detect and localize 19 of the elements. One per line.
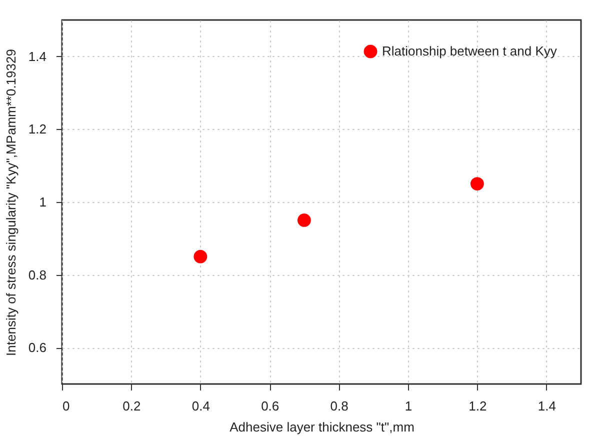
y-tick-label: 0.8 — [28, 267, 46, 282]
x-axis-title: Adhesive layer thickness "t",mm — [230, 420, 414, 434]
x-tick-label: 1.2 — [468, 398, 487, 414]
x-tick-label: 0.4 — [192, 398, 210, 414]
y-tick-label: 1.2 — [28, 122, 46, 137]
x-tick-label: 0.8 — [330, 398, 348, 414]
y-tick-label: 1.4 — [28, 48, 46, 64]
point — [194, 250, 208, 264]
point — [470, 177, 484, 190]
legend-label: Rlationship between t and Kyy — [382, 44, 558, 58]
x-tick-label: 0.2 — [122, 398, 141, 414]
x-tick-label: 0.6 — [261, 398, 280, 414]
y-axis-title: Intensity of stress singularity "Kyy",MPamm**0.19329 — [3, 49, 18, 356]
x-tick-label: 0 — [62, 398, 70, 414]
y-tick-label: 1 — [39, 194, 46, 210]
x-tick-label: 1 — [404, 398, 412, 414]
y-tick-label: 0.6 — [28, 340, 46, 356]
x-tick-label: 1.4 — [538, 398, 556, 414]
point — [297, 214, 311, 227]
